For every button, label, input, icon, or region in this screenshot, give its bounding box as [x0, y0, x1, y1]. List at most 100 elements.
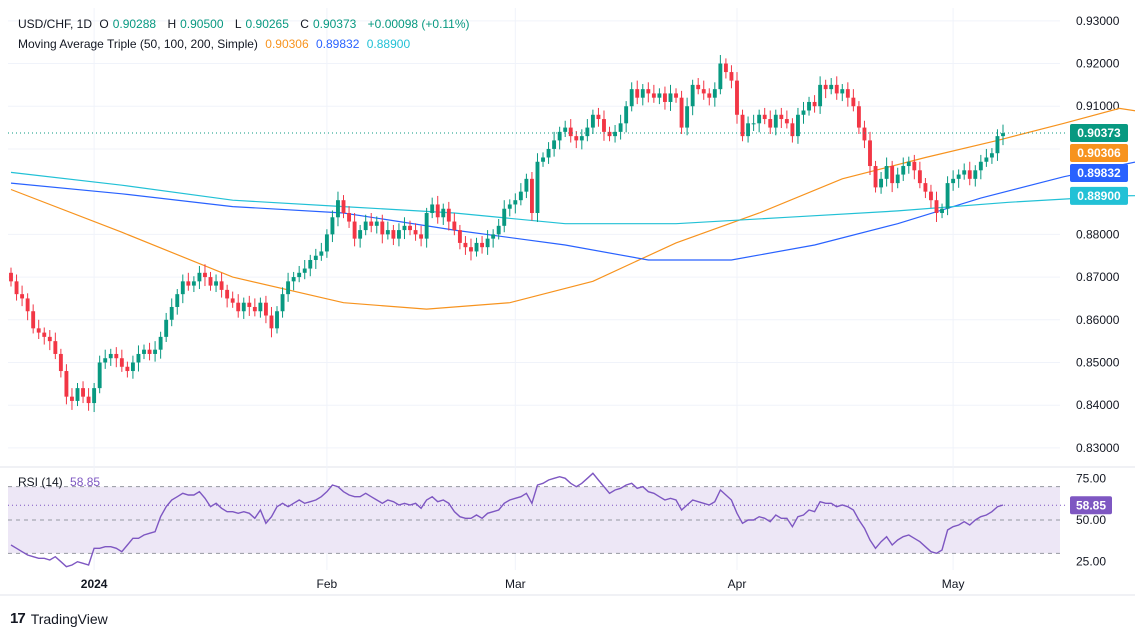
candle-body	[25, 298, 30, 312]
rsi-badge-label: 58.85	[1076, 498, 1106, 512]
candles-group	[9, 54, 1005, 413]
candle-body	[635, 89, 640, 98]
price-badge	[1070, 186, 1128, 205]
candle-body	[446, 208, 451, 222]
symbol-label[interactable]: USD/CHF, 1D	[18, 17, 93, 31]
candle-body	[829, 84, 834, 90]
candle-body	[75, 388, 80, 401]
candle-body	[890, 166, 895, 184]
candle-body	[729, 72, 734, 81]
candle-body	[701, 89, 706, 94]
rsi-legend-value: 58.85	[70, 475, 101, 489]
candle-body	[263, 302, 268, 316]
candle-body	[607, 131, 612, 137]
candle-body	[840, 89, 845, 94]
candle-body	[973, 170, 978, 179]
candle-body	[723, 63, 728, 73]
candle-body	[923, 183, 928, 192]
candle-body	[413, 230, 418, 235]
price-badge	[1070, 124, 1128, 143]
candle-body	[502, 208, 507, 226]
candle-body	[441, 208, 446, 218]
candle-body	[696, 84, 701, 90]
candle-body	[396, 230, 401, 239]
ohlc-legend: USD/CHF, 1D O 0.90288 H 0.90500 L 0.90265 C…	[18, 17, 474, 31]
ma50-value: 0.90306	[265, 37, 309, 51]
candle-body	[92, 388, 97, 404]
candle-body	[424, 213, 429, 239]
candle-body	[42, 332, 47, 337]
candle-body	[142, 349, 146, 354]
candle-body	[779, 114, 784, 120]
candle-body	[956, 174, 961, 179]
candle-body	[81, 388, 85, 397]
candle-body	[995, 136, 1000, 154]
candle-body	[574, 136, 579, 141]
candle-body	[391, 230, 396, 239]
candle-body	[480, 242, 485, 248]
candle-body	[690, 84, 695, 107]
candle-body	[47, 336, 52, 342]
candle-body	[989, 153, 994, 158]
candle-body	[884, 166, 889, 179]
candle-body	[557, 131, 562, 141]
candle-body	[707, 93, 712, 98]
candle-body	[236, 302, 241, 312]
candle-body	[347, 213, 351, 222]
candle-body	[258, 302, 263, 312]
rsi-legend-label[interactable]: RSI (14)	[18, 475, 63, 489]
candle-body	[596, 114, 601, 120]
tradingview-brand[interactable]: 17 TradingView	[10, 610, 108, 627]
price-tick-label: 0.84000	[1076, 398, 1120, 412]
candle-body	[280, 294, 285, 312]
candle-body	[618, 123, 623, 132]
candle-body	[796, 114, 800, 137]
candle-body	[762, 114, 767, 120]
candle-body	[203, 272, 207, 278]
candle-body	[668, 93, 673, 102]
candle-body	[286, 281, 291, 295]
candle-body	[629, 89, 634, 107]
candle-body	[474, 242, 479, 252]
candle-body	[757, 114, 762, 124]
candle-body	[807, 101, 811, 111]
candle-body	[485, 238, 490, 248]
candle-body	[674, 93, 678, 98]
candle-body	[31, 311, 36, 329]
price-tick-label: 0.88000	[1076, 227, 1120, 241]
ma-line-ma100	[10, 161, 1135, 261]
candle-body	[746, 123, 751, 137]
ma-legend-label[interactable]: Moving Average Triple (50, 100, 200, Sim…	[18, 37, 258, 51]
candle-body	[408, 225, 412, 231]
candle-body	[735, 80, 739, 115]
candle-body	[153, 349, 158, 354]
candle-body	[275, 311, 279, 329]
candle-body	[469, 247, 473, 252]
price-tick-label: 0.85000	[1076, 355, 1120, 369]
close-value: 0.90373	[312, 17, 357, 31]
open-value: 0.90288	[112, 17, 157, 31]
candle-body	[241, 302, 246, 312]
candle-body	[823, 84, 828, 90]
candle-body	[790, 123, 795, 137]
price-tick-label: 0.83000	[1076, 441, 1120, 455]
candle-body	[374, 221, 379, 226]
rsi-tick-label: 75.00	[1076, 471, 1106, 485]
ma-legend: Moving Average Triple (50, 100, 200, Sim…	[18, 37, 414, 51]
candle-body	[125, 366, 130, 372]
candle-body	[978, 161, 983, 171]
candle-body	[191, 281, 196, 286]
candle-body	[430, 204, 435, 214]
candle-body	[934, 200, 939, 214]
candle-body	[208, 277, 213, 286]
time-tick-label: Feb	[317, 577, 338, 591]
candle-body	[718, 63, 723, 90]
candle-body	[967, 170, 972, 179]
candle-body	[380, 221, 385, 235]
close-label: C	[300, 17, 309, 31]
candle-body	[419, 234, 424, 239]
ma100-value: 0.89832	[316, 37, 360, 51]
candle-body	[546, 148, 551, 158]
candle-body	[879, 178, 884, 188]
